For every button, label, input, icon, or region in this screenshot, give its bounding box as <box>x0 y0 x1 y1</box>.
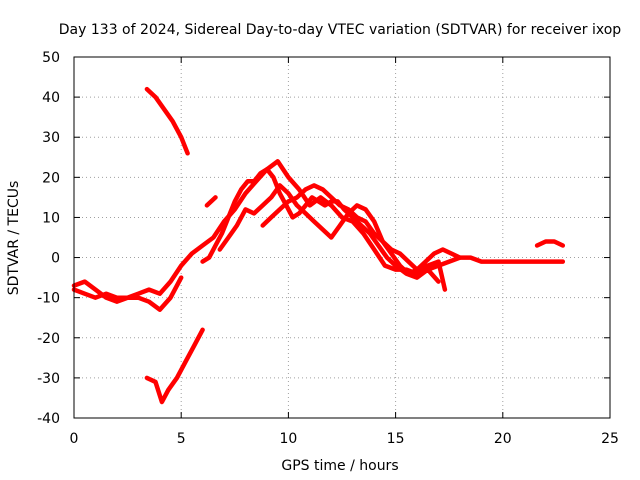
y-axis-label: SDTVAR / TECUs <box>6 181 22 296</box>
y-tick-label: 10 <box>42 210 60 226</box>
x-tick-label: 25 <box>601 431 619 447</box>
series-line-arc-1 <box>71 159 566 300</box>
x-tick-label: 5 <box>177 431 186 447</box>
chart-title: Day 133 of 2024, Sidereal Day-to-day VTE… <box>59 22 622 38</box>
y-tick-label: 20 <box>42 170 60 186</box>
series-line-arc-3 <box>144 86 190 156</box>
series-line-arc-8 <box>204 195 218 208</box>
y-tick-label: -20 <box>37 331 60 347</box>
series-line-arc-9 <box>534 239 566 248</box>
y-tick-label: 40 <box>42 90 60 106</box>
y-tick-label: 30 <box>42 130 60 146</box>
y-tick-label: -40 <box>37 411 60 427</box>
axis-ticks: 0 5 10 15 20 25 -40 -30 -20 -10 0 10 20 30 40 50 <box>37 50 619 447</box>
series-line-arc-2 <box>71 275 184 312</box>
y-tick-label: -10 <box>37 291 60 307</box>
y-tick-label: 0 <box>51 251 60 267</box>
plot-frame <box>73 56 611 419</box>
x-tick-label: 20 <box>494 431 512 447</box>
x-axis-label: GPS time / hours <box>281 458 398 474</box>
series-line-arc-4 <box>144 327 205 405</box>
data-series <box>71 86 566 405</box>
series-line-arc-5 <box>200 167 441 284</box>
y-tick-label: -30 <box>37 371 60 387</box>
x-tick-label: 15 <box>387 431 405 447</box>
x-tick-label: 10 <box>279 431 297 447</box>
x-tick-label: 0 <box>70 431 79 447</box>
series-line-arc-7 <box>260 183 448 292</box>
y-tick-label: 50 <box>42 50 60 66</box>
